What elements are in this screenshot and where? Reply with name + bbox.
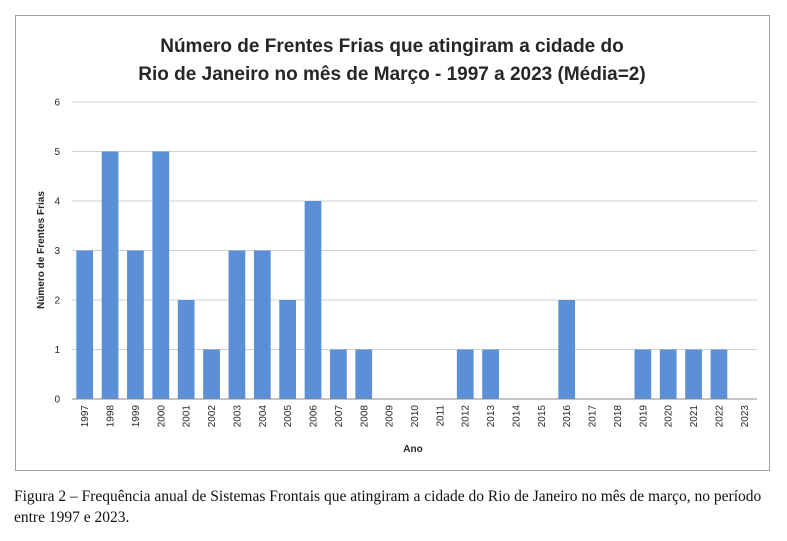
x-tick-label: 2007: [334, 405, 345, 428]
x-tick-label: 2009: [385, 405, 396, 428]
x-axis-title: Ano: [403, 444, 422, 455]
x-tick-labels: 1997 1998 1999 2000 2001 2002 2003 2004 2005 2006…: [80, 405, 751, 428]
bar-2012: [456, 349, 474, 399]
bar-2019: [634, 349, 652, 399]
bar-1997: [76, 250, 94, 399]
bar-1998: [101, 151, 119, 399]
bar-2021: [685, 349, 702, 399]
y-tick-label: 5: [54, 147, 60, 158]
x-tick-label: 2008: [359, 405, 370, 428]
bar-2004: [253, 250, 271, 399]
x-tick-label: 2002: [207, 405, 218, 428]
bars: [76, 151, 728, 399]
y-tick-label: 0: [54, 395, 60, 406]
x-tick-label: 2023: [740, 405, 751, 428]
x-tick-label: 2022: [714, 405, 725, 428]
chart-title-line2: Rio de Janeiro no mês de Março - 1997 a …: [138, 64, 645, 85]
bar-2022: [710, 349, 728, 399]
bar-chart: Número de Frentes Frias que atingiram a …: [36, 36, 757, 455]
x-tick-label: 2019: [638, 405, 649, 428]
bar-2003: [228, 250, 246, 399]
x-tick-label: 2000: [156, 405, 167, 428]
bar-2000: [152, 151, 170, 399]
y-tick-label: 3: [54, 246, 60, 257]
bar-1999: [127, 250, 144, 399]
bar-2006: [304, 201, 322, 399]
x-tick-label: 2018: [613, 405, 624, 428]
x-tick-label: 2017: [588, 405, 599, 428]
bar-2013: [482, 349, 499, 399]
x-tick-label: 2011: [435, 405, 446, 427]
bar-2002: [203, 349, 220, 399]
x-tick-label: 2001: [182, 405, 193, 428]
x-tick-label: 2021: [689, 405, 700, 428]
x-tick-label: 1999: [131, 405, 142, 428]
y-tick-label: 2: [54, 296, 60, 307]
chart-frame: Número de Frentes Frias que atingiram a …: [15, 15, 770, 471]
bar-2008: [355, 349, 373, 399]
chart-title-line1: Número de Frentes Frias que atingiram a …: [160, 36, 624, 57]
bar-2007: [330, 349, 347, 399]
bar-2001: [177, 300, 195, 399]
y-tick-label: 4: [54, 197, 60, 208]
x-tick-label: 2010: [410, 405, 421, 428]
x-tick-label: 2006: [309, 405, 320, 428]
x-tick-label: 2013: [486, 405, 497, 428]
x-tick-label: 2014: [511, 405, 522, 428]
x-tick-label: 2015: [537, 405, 548, 428]
figure-caption: Figura 2 – Frequência anual de Sistemas …: [14, 488, 762, 526]
x-tick-label: 2012: [461, 405, 472, 428]
x-tick-label: 2005: [283, 405, 294, 428]
x-tick-label: 1997: [80, 405, 91, 428]
y-tick-label: 1: [54, 345, 60, 356]
x-tick-label: 2004: [258, 405, 269, 428]
y-axis-title: Número de Frentes Frias: [36, 191, 47, 309]
bar-2016: [558, 300, 576, 399]
bar-2005: [279, 300, 297, 399]
x-tick-label: 2003: [232, 405, 243, 428]
y-tick-labels: 0 1 2 3 4 5 6: [54, 98, 60, 406]
gridlines: [72, 101, 757, 350]
x-tick-label: 2016: [562, 405, 573, 428]
y-tick-label: 6: [54, 98, 60, 109]
x-tick-label: 1998: [106, 405, 117, 428]
bar-2020: [659, 349, 677, 399]
x-tick-label: 2020: [664, 405, 675, 428]
